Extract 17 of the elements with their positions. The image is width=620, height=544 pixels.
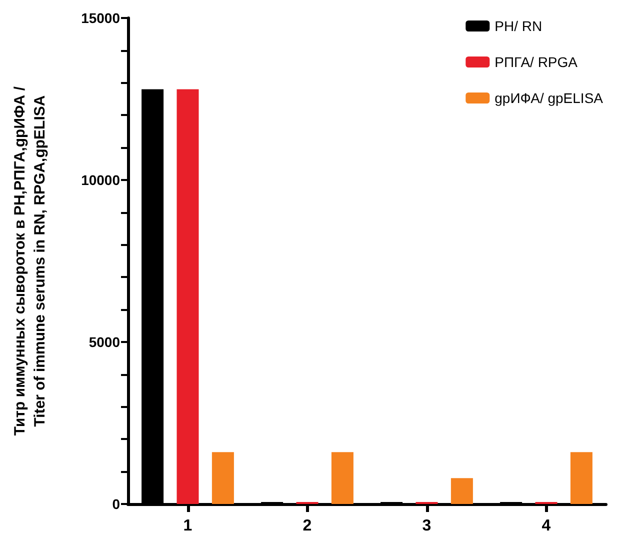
y-axis-title: Титр иммунных сывороток в РН,РПГА,gpИФА / Titer of immune serums in RN, RPGA,gpELISA xyxy=(12,86,48,436)
legend-label: РН/ RN xyxy=(494,18,542,34)
y-tick-label: 10000 xyxy=(81,172,120,188)
bar xyxy=(450,478,473,504)
legend-label: РПГА/ RPGA xyxy=(494,54,578,70)
bar xyxy=(176,89,199,504)
x-tick-label: 3 xyxy=(422,518,432,534)
x-tick-label: 2 xyxy=(302,518,312,534)
y-tick-label: 5000 xyxy=(88,334,120,350)
y-tick-label: 0 xyxy=(112,496,120,512)
y-tick-label: 15000 xyxy=(81,10,120,26)
bar xyxy=(212,452,234,504)
x-tick-label: 4 xyxy=(542,518,551,534)
x-tick-label: 1 xyxy=(183,518,192,534)
bar xyxy=(331,452,354,504)
legend-label: gpИФА/ gpELISA xyxy=(494,90,604,106)
bar xyxy=(570,452,592,504)
